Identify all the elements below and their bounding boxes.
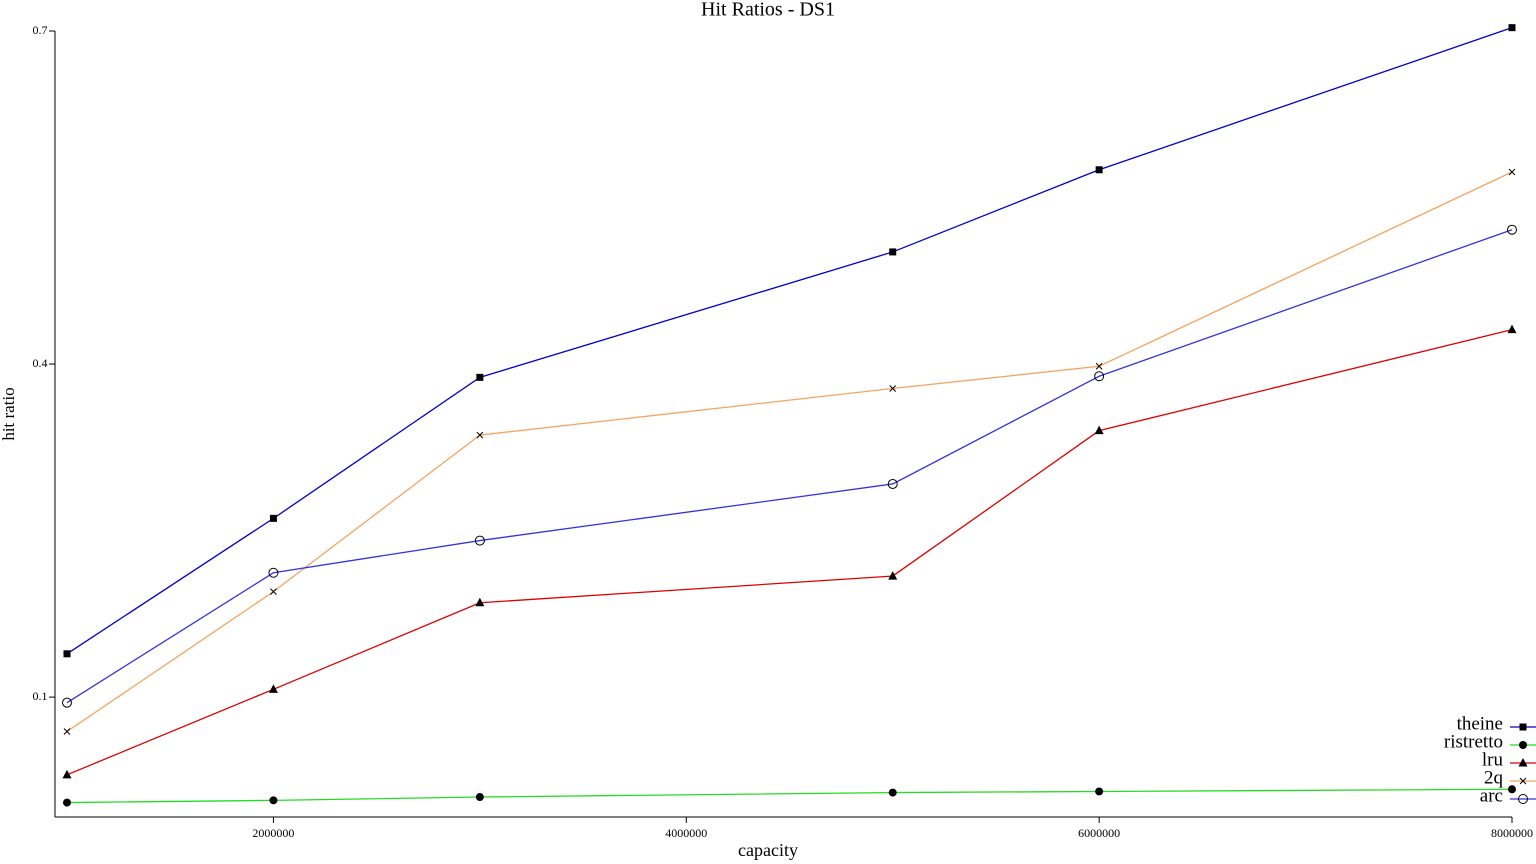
- marker: [269, 514, 277, 522]
- y-axis-label: hit ratio: [0, 387, 18, 440]
- legend-marker: [1519, 723, 1527, 731]
- y-tick-label: 0.4: [33, 356, 48, 370]
- x-axis-label: capacity: [738, 840, 798, 860]
- legend-label: 2q: [1484, 767, 1504, 788]
- marker: [1095, 166, 1103, 174]
- marker: [63, 728, 71, 735]
- marker: [1508, 168, 1516, 176]
- series-line: [66, 171, 1513, 733]
- legend-label: lru: [1482, 749, 1504, 770]
- marker: [889, 248, 897, 256]
- marker: [476, 373, 484, 381]
- marker: [269, 796, 278, 805]
- series-line: [66, 27, 1513, 655]
- x-tick-label: 2000000: [252, 826, 294, 840]
- marker: [889, 385, 897, 392]
- y-tick-label: 0.1: [33, 689, 48, 703]
- series-line: [66, 229, 1513, 704]
- legend-label: arc: [1480, 785, 1503, 806]
- marker: [1507, 224, 1517, 235]
- marker: [63, 650, 71, 658]
- marker: [888, 571, 898, 580]
- marker: [268, 567, 279, 578]
- marker: [62, 697, 72, 708]
- y-tick-label: 0.7: [33, 23, 48, 37]
- marker: [1507, 324, 1517, 334]
- marker: [1095, 787, 1104, 796]
- marker: [1508, 24, 1516, 32]
- marker: [1094, 371, 1105, 382]
- marker: [62, 769, 72, 779]
- x-tick-label: 4000000: [665, 826, 707, 840]
- marker: [63, 798, 71, 807]
- marker: [270, 588, 277, 595]
- marker: [1508, 785, 1516, 794]
- x-tick-label: 8000000: [1491, 826, 1533, 840]
- chart-title: Hit Ratios - DS1: [701, 0, 835, 21]
- marker: [1095, 362, 1103, 370]
- legend-marker: [1518, 794, 1528, 804]
- series-line: [66, 329, 1513, 776]
- marker: [475, 793, 484, 802]
- marker: [887, 478, 898, 489]
- marker: [476, 431, 484, 439]
- marker: [268, 684, 278, 693]
- x-tick-label: 6000000: [1078, 826, 1120, 840]
- marker: [888, 788, 897, 797]
- legend-label: theine: [1457, 713, 1503, 734]
- marker: [475, 597, 485, 607]
- marker: [474, 535, 485, 546]
- legend-marker: [1519, 741, 1527, 749]
- legend-marker: [1519, 777, 1527, 785]
- legend-marker: [1518, 758, 1528, 767]
- legend-label: ristretto: [1444, 731, 1503, 752]
- series-line: [66, 788, 1513, 804]
- marker: [1094, 425, 1104, 435]
